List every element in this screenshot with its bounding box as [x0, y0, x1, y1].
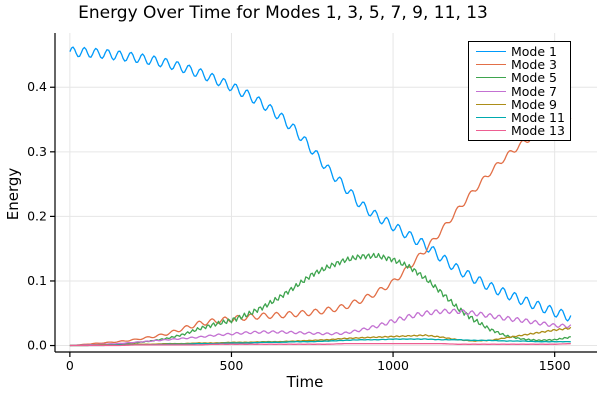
x-tick-label: 1500 — [539, 358, 571, 373]
series-line-mode-7 — [69, 308, 572, 347]
legend-entry-mode-13: Mode 13 — [476, 124, 570, 137]
legend-entry-mode-7: Mode 7 — [476, 85, 570, 98]
legend-line-sample — [476, 77, 506, 79]
legend-label: Mode 13 — [511, 123, 565, 139]
series-line-mode-1 — [69, 46, 572, 322]
legend-line-sample — [476, 64, 506, 66]
series-line-mode-9 — [69, 326, 572, 347]
legend-entry-mode-11: Mode 11 — [476, 111, 570, 124]
series-line-mode-5 — [69, 252, 571, 347]
legend-entry-mode-3: Mode 3 — [476, 58, 570, 71]
y-axis-label: Energy — [4, 167, 22, 221]
legend-label: Mode 9 — [511, 96, 557, 112]
chart-title: Energy Over Time for Modes 1, 3, 5, 7, 9… — [78, 3, 488, 23]
legend-entry-mode-9: Mode 9 — [476, 98, 570, 111]
legend-label: Mode 11 — [511, 110, 565, 126]
legend-label: Mode 5 — [511, 70, 557, 86]
x-tick-label: 1000 — [377, 358, 409, 373]
legend-entry-mode-1: Mode 1 — [476, 45, 570, 58]
x-tick-label: 0 — [66, 358, 74, 373]
legend: Mode 1 Mode 3 Mode 5 Mode 7 Mode 9 Mode 11 Mod… — [468, 41, 571, 142]
y-tick-label: 0.1 — [27, 273, 47, 288]
x-tick-label: 500 — [220, 358, 244, 373]
legend-entry-mode-5: Mode 5 — [476, 71, 570, 84]
y-tick-label: 0.2 — [27, 208, 47, 223]
y-tick-label: 0.0 — [27, 338, 47, 353]
series-line-mode-13 — [69, 342, 571, 347]
legend-label: Mode 1 — [511, 44, 557, 60]
legend-line-sample — [476, 51, 506, 53]
y-tick-label: 0.4 — [27, 79, 47, 94]
legend-label: Mode 7 — [511, 83, 557, 99]
legend-label: Mode 3 — [511, 57, 557, 73]
legend-line-sample — [476, 90, 506, 92]
legend-line-sample — [476, 117, 506, 119]
series-line-mode-3 — [69, 117, 572, 347]
y-tick-label: 0.3 — [27, 144, 47, 159]
legend-line-sample — [476, 103, 506, 105]
legend-line-sample — [476, 130, 506, 132]
x-axis-label: Time — [286, 373, 324, 391]
